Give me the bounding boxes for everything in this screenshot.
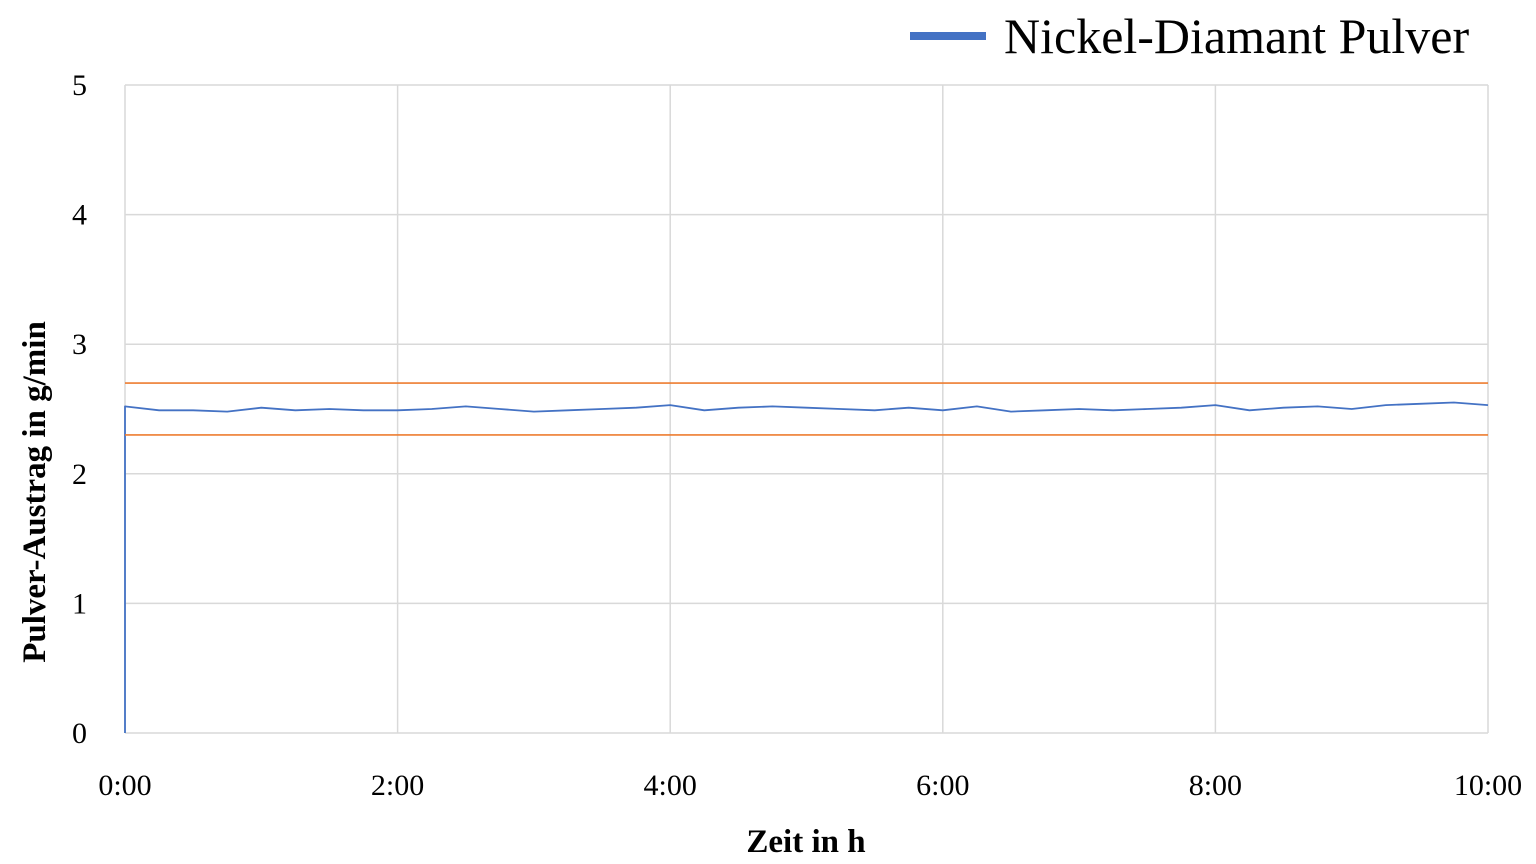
- y-tick-label-1: 1: [72, 587, 87, 620]
- x-tick-label-3: 6:00: [916, 769, 969, 802]
- series-lines: [124, 382, 1489, 733]
- legend-label-nickel-diamant: Nickel-Diamant Pulver: [1004, 8, 1469, 64]
- y-axis-title: Pulver-Austrag in g/min: [17, 321, 53, 663]
- series-line-nickel-diamant: [124, 401, 1489, 733]
- x-tick-label-4: 8:00: [1189, 769, 1242, 802]
- x-axis-title: Zeit in h: [746, 824, 865, 859]
- y-tick-label-4: 4: [72, 199, 87, 232]
- tick-labels: 0 1 2 3 4 5 0:00 2:00 4:00 6:00 8:00 10:00: [72, 69, 1522, 802]
- x-tick-label-2: 4:00: [644, 769, 697, 802]
- y-tick-label-5: 5: [72, 69, 87, 102]
- x-tick-label-5: 10:00: [1454, 769, 1522, 802]
- y-tick-label-2: 2: [72, 458, 87, 491]
- y-tick-label-0: 0: [72, 717, 87, 750]
- x-tick-label-0: 0:00: [98, 769, 151, 802]
- gridlines: [125, 84, 1489, 733]
- y-tick-label-3: 3: [72, 328, 87, 361]
- x-tick-label-1: 2:00: [371, 769, 424, 802]
- legend: Nickel-Diamant Pulver: [910, 8, 1469, 64]
